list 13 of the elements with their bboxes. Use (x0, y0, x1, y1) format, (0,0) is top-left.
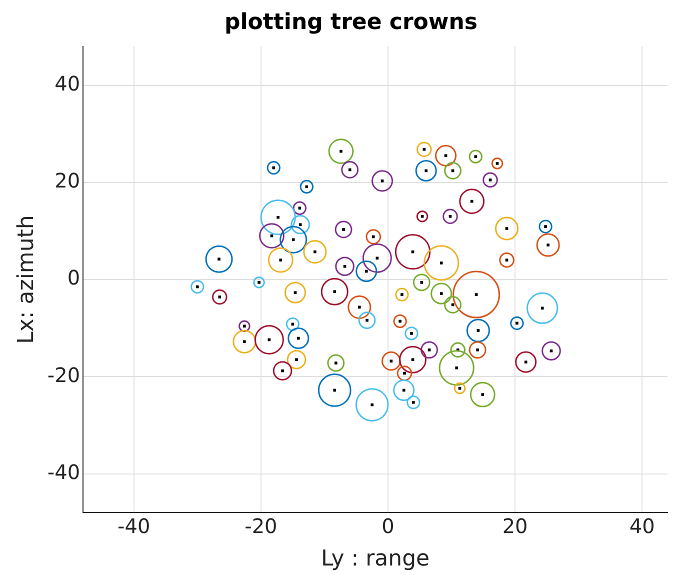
x-tick-label: 20 (502, 514, 528, 538)
x-tick-label: 40 (629, 514, 655, 538)
chart-title: plotting tree crowns (224, 10, 478, 35)
y-axis-title: Lx: azimuth (14, 215, 39, 344)
y-tick-label: -20 (47, 362, 80, 387)
y-tick-label: 0 (67, 266, 80, 290)
y-tick-label: 20 (54, 168, 80, 193)
y-tick-label: 40 (54, 71, 80, 96)
y-tick-label: -40 (47, 460, 80, 484)
x-tick-label: -40 (118, 514, 150, 538)
x-axis-title: Ly : range (320, 546, 430, 572)
x-tick-label: 0 (382, 514, 394, 538)
x-tick-label: -20 (244, 514, 278, 538)
